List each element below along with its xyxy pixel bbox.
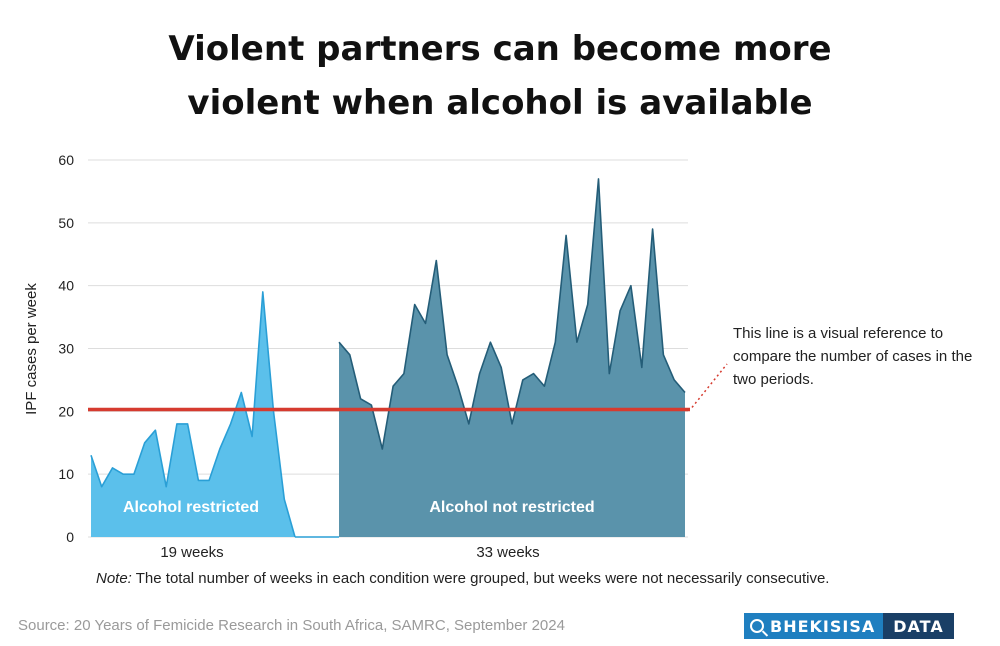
- y-tick-20: 20: [58, 403, 74, 419]
- y-axis-label: IPF cases per week: [23, 283, 40, 415]
- area-series: [90, 178, 686, 538]
- magnifier-icon: [750, 619, 764, 633]
- area-edge-restricted: [90, 291, 296, 538]
- y-tick-labels: 0 10 20 30 40 50 60: [58, 152, 74, 545]
- note-text: The total number of weeks in each condit…: [131, 570, 830, 587]
- group-label-19-weeks: 19 weeks: [160, 544, 223, 561]
- title-line-2: violent when alcohol is available: [187, 83, 813, 123]
- chart-note: Note: The total number of weeks in each …: [96, 570, 829, 587]
- area-label-restricted: Alcohol restricted: [123, 499, 259, 516]
- reference-annotation: This line is a visual reference to compa…: [733, 325, 973, 388]
- group-label-33-weeks: 33 weeks: [476, 544, 539, 561]
- y-tick-30: 30: [58, 341, 74, 357]
- area-label-not-restricted: Alcohol not restricted: [429, 499, 594, 516]
- chart-title: Violent partners can become more violent…: [0, 22, 1000, 130]
- y-tick-60: 60: [58, 152, 74, 168]
- y-tick-50: 50: [58, 215, 74, 231]
- chart-svg: 0 10 20 30 40 50 60 IPF cases per week Alcohol…: [23, 152, 728, 561]
- bhekisisa-logo: BHEKISISA DATA: [744, 613, 954, 639]
- area-fill-not-restricted: [339, 178, 685, 537]
- y-tick-10: 10: [58, 466, 74, 482]
- annotation-connector: [691, 363, 728, 408]
- logo-left: BHEKISISA: [744, 613, 884, 639]
- logo-text-bhekisisa: BHEKISISA: [770, 616, 876, 636]
- y-tick-0: 0: [66, 529, 74, 545]
- logo-right: DATA: [883, 613, 954, 639]
- title-line-1: Violent partners can become more: [168, 29, 832, 69]
- y-tick-40: 40: [58, 278, 74, 294]
- source-text: Source: 20 Years of Femicide Research in…: [18, 617, 565, 634]
- area-fill-restricted: [91, 291, 295, 537]
- note-prefix: Note:: [96, 570, 132, 587]
